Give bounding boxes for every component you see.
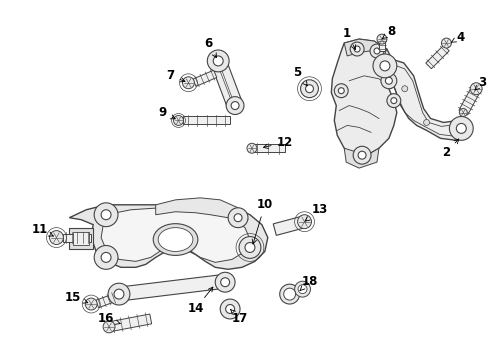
Circle shape (213, 56, 223, 66)
Circle shape (220, 299, 240, 319)
Circle shape (459, 109, 467, 117)
Circle shape (294, 281, 311, 297)
Polygon shape (344, 148, 379, 168)
Polygon shape (273, 216, 306, 235)
Circle shape (173, 116, 183, 125)
Circle shape (300, 80, 318, 98)
Circle shape (358, 151, 366, 159)
Text: 6: 6 (204, 37, 217, 58)
Circle shape (85, 298, 97, 310)
Polygon shape (108, 314, 152, 332)
Polygon shape (379, 39, 385, 51)
Circle shape (94, 246, 118, 269)
Circle shape (306, 85, 314, 93)
Polygon shape (70, 205, 268, 269)
Circle shape (245, 243, 255, 252)
Circle shape (380, 61, 390, 71)
Circle shape (284, 288, 295, 300)
Circle shape (297, 215, 312, 229)
Circle shape (234, 214, 242, 222)
Circle shape (338, 88, 344, 94)
Polygon shape (156, 198, 248, 225)
Circle shape (94, 203, 118, 227)
Circle shape (470, 83, 482, 95)
Ellipse shape (158, 228, 193, 251)
Circle shape (402, 86, 408, 92)
Circle shape (424, 120, 430, 125)
Polygon shape (252, 144, 285, 152)
Polygon shape (96, 293, 118, 308)
Circle shape (386, 77, 392, 84)
Polygon shape (118, 274, 226, 301)
Circle shape (391, 98, 397, 104)
Polygon shape (74, 231, 89, 246)
Circle shape (215, 272, 235, 292)
Circle shape (103, 321, 115, 333)
Text: 4: 4 (451, 31, 465, 44)
Text: 14: 14 (187, 287, 213, 315)
Ellipse shape (153, 224, 198, 255)
Polygon shape (379, 59, 466, 140)
Text: 15: 15 (65, 291, 88, 303)
Circle shape (449, 117, 473, 140)
Circle shape (101, 252, 111, 262)
Text: 10: 10 (252, 198, 273, 244)
Circle shape (239, 237, 261, 258)
Text: 12: 12 (264, 136, 293, 149)
Polygon shape (344, 39, 387, 56)
Text: 18: 18 (300, 275, 318, 291)
Text: 8: 8 (383, 24, 396, 39)
Circle shape (350, 42, 364, 56)
Circle shape (456, 123, 466, 133)
Circle shape (207, 50, 229, 72)
Polygon shape (193, 70, 217, 86)
Circle shape (226, 96, 244, 114)
Circle shape (226, 305, 235, 314)
Circle shape (101, 210, 111, 220)
Polygon shape (459, 86, 481, 115)
Polygon shape (331, 39, 397, 155)
Text: 5: 5 (294, 66, 307, 86)
Circle shape (387, 94, 401, 108)
Circle shape (381, 73, 397, 89)
Circle shape (231, 102, 239, 109)
Circle shape (354, 46, 360, 52)
Polygon shape (426, 45, 449, 69)
Circle shape (228, 208, 248, 228)
Polygon shape (211, 58, 243, 108)
Circle shape (377, 34, 387, 44)
Circle shape (374, 48, 380, 54)
Circle shape (373, 54, 397, 78)
Circle shape (298, 285, 307, 294)
Circle shape (280, 284, 299, 304)
Text: 16: 16 (98, 312, 120, 325)
Circle shape (182, 77, 195, 89)
Polygon shape (70, 228, 93, 249)
Text: 11: 11 (31, 223, 53, 236)
Text: 1: 1 (343, 27, 355, 50)
Circle shape (247, 143, 257, 153)
Circle shape (49, 231, 63, 244)
Text: 2: 2 (442, 139, 459, 159)
Polygon shape (183, 117, 230, 125)
Circle shape (114, 289, 124, 299)
Circle shape (441, 38, 451, 48)
Text: 13: 13 (305, 203, 327, 221)
Text: 9: 9 (159, 106, 175, 119)
Circle shape (370, 44, 384, 58)
Circle shape (334, 84, 348, 98)
Text: 17: 17 (231, 310, 248, 325)
Text: 3: 3 (475, 76, 486, 90)
Circle shape (108, 283, 130, 305)
Polygon shape (101, 208, 250, 262)
Circle shape (353, 146, 371, 164)
Circle shape (220, 278, 230, 287)
Text: 7: 7 (167, 69, 185, 82)
Polygon shape (63, 234, 91, 242)
